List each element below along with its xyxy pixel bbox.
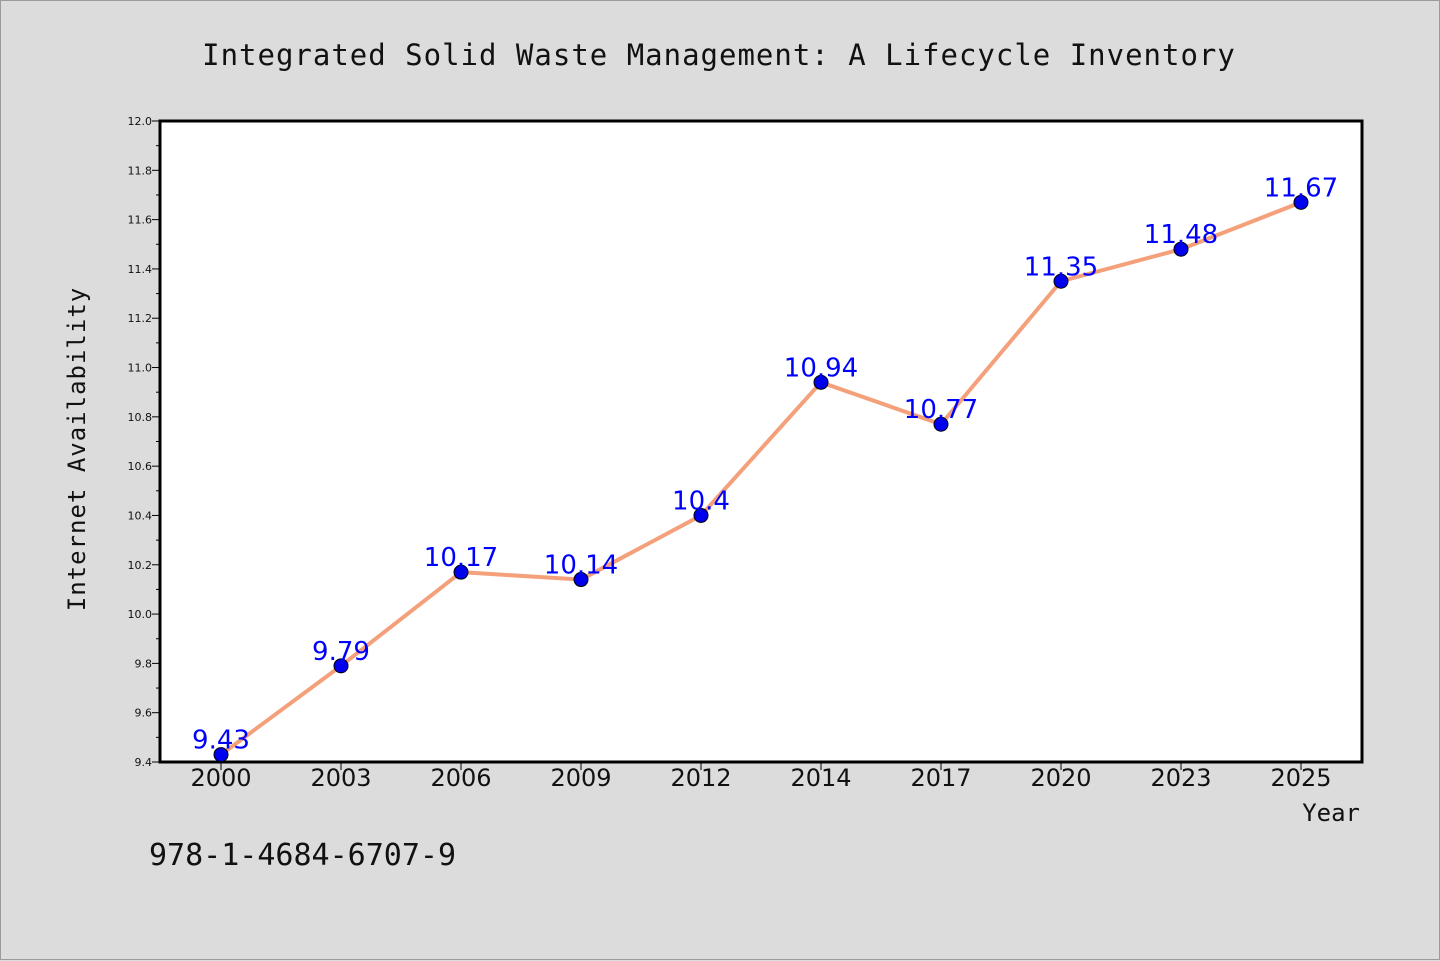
data-point [693,507,709,523]
y-tick-label: 10.4 [128,509,153,522]
data-label: 10.94 [784,353,858,383]
x-tick-label: 2017 [910,764,971,792]
x-tick-label: 2006 [430,764,491,792]
y-tick-label: 11.0 [128,362,153,375]
data-label: 9.79 [312,637,370,667]
data-label: 10.77 [904,395,978,425]
data-point [1293,194,1309,210]
x-tick-label: 2000 [190,764,251,792]
data-label: 9.43 [192,726,250,756]
x-tick-label: 2009 [550,764,611,792]
x-tick-label: 2014 [790,764,851,792]
data-label: 11.35 [1024,252,1098,282]
y-tick-label: 9.6 [135,707,153,720]
data-point [813,374,829,390]
data-point [213,747,229,763]
x-tick-label: 2012 [670,764,731,792]
x-tick-label: 2003 [310,764,371,792]
y-tick-label: 11.2 [128,312,153,325]
x-axis-label: Year [1302,799,1360,827]
x-tick-label: 2023 [1150,764,1211,792]
data-point [1053,273,1069,289]
x-axis: 2000 2003 2006 2009 2012 2014 2017 2020 2023 2025 [190,762,1332,792]
y-tick-label: 11.8 [128,164,153,177]
data-labels: 9.43 9.79 10.17 10.14 10.4 10.94 10.77 11.35 11.… [192,173,1338,755]
y-tick-label: 11.4 [128,263,153,276]
y-tick-label: 11.6 [128,214,153,227]
data-point [933,416,949,432]
chart-title: Integrated Solid Waste Management: A Lif… [202,38,1236,72]
x-tick-label: 2020 [1030,764,1091,792]
data-point [573,572,589,588]
data-label: 11.67 [1264,173,1338,203]
series-layer [213,194,1309,763]
y-tick-label: 10.2 [128,559,153,572]
data-label: 10.4 [672,486,730,516]
isbn-note: 978-1-4684-6707-9 [149,838,456,873]
y-tick-label: 12.0 [128,115,153,128]
data-label: 10.17 [424,543,498,573]
plot-area [158,119,1364,764]
data-point [1173,241,1189,257]
data-point [333,658,349,674]
data-point [453,564,469,580]
y-tick-label: 9.8 [135,657,153,670]
series-line [219,200,1302,757]
x-tick-label: 2025 [1270,764,1331,792]
y-tick-label: 10.6 [128,460,153,473]
data-label: 10.14 [544,551,618,581]
y-axis-label: Internet Availability [63,287,91,611]
y-tick-label: 10.8 [128,411,153,424]
data-label: 11.48 [1144,220,1218,250]
y-axis: 9.4 9.6 9.8 10.0 10.2 10.4 10.6 10.8 11.0 11.2 11.… [128,115,160,769]
y-tick-label: 9.4 [135,756,153,769]
y-tick-label: 10.0 [128,608,153,621]
